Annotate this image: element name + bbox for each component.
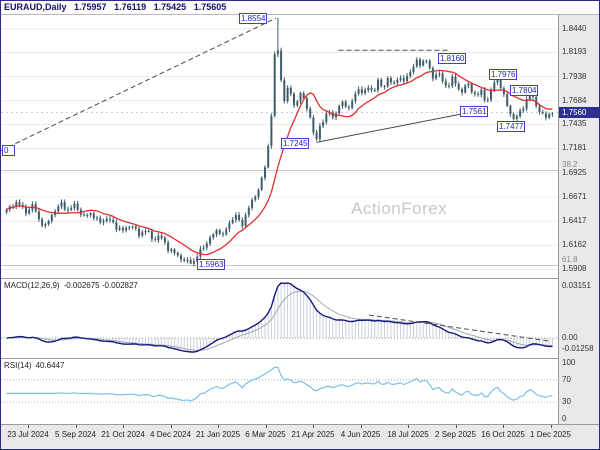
axis-label: 0.03151 <box>562 281 591 290</box>
axis-label: 1.7684 <box>562 95 587 105</box>
axis-label: 1.7435 <box>562 119 587 129</box>
date-label: 4 Jun 2025 <box>340 430 381 439</box>
price-axis[interactable]: 1.7560 1.8440 1.8193 1.7938 1.7684 1.7435 1.7… <box>558 15 599 424</box>
axis-label: 38.2 <box>562 160 578 170</box>
macd-title: MACD(12,26,9) -0.002675 -0.002827 <box>4 281 142 290</box>
time-axis[interactable]: 23 Jul 2024 5 Sep 2024 21 Oct 2024 4 Dec 20… <box>1 424 599 449</box>
axis-label: 1.8193 <box>562 47 587 57</box>
axis-tick <box>313 425 314 428</box>
axis-label: 1.7181 <box>562 143 587 153</box>
axis-label: 1.5908 <box>562 264 587 274</box>
macd-name: MACD(12,26,9) <box>4 281 60 290</box>
axis-tick <box>170 425 172 428</box>
axis-label: 100 <box>562 358 576 367</box>
current-price-tag: 1.7560 <box>559 107 599 118</box>
axis-label: 1.6671 <box>562 191 587 201</box>
date-label: 6 Mar 2025 <box>245 430 286 439</box>
axis-label: 1.6417 <box>562 216 587 226</box>
axis-label: 0 <box>562 414 567 423</box>
axis-tick <box>28 425 29 428</box>
axis-tick <box>75 425 77 428</box>
rsi-value: 40.6447 <box>35 361 65 370</box>
price-level-label[interactable]: 1.7245 <box>281 138 310 149</box>
price-level-label[interactable]: 0 <box>2 145 15 156</box>
ohlc-open: 1.75957 <box>74 2 107 12</box>
axis-tick <box>265 425 267 428</box>
macd-chart-canvas[interactable] <box>1 279 558 358</box>
axis-label: 61.8 <box>562 255 578 265</box>
axis-label: 1.8440 <box>562 23 587 33</box>
rsi-title: RSI(14) 40.6447 <box>4 361 68 370</box>
axis-label: 0.00 <box>562 333 578 343</box>
panel-separator[interactable] <box>1 278 599 279</box>
price-level-label[interactable]: 1.5963 <box>197 259 226 270</box>
price-level-label[interactable]: 1.8160 <box>438 53 467 64</box>
axis-tick <box>360 425 362 428</box>
axis-label: 1.7938 <box>562 71 587 81</box>
macd-values: -0.002675 -0.002827 <box>63 281 138 290</box>
price-chart-canvas[interactable] <box>1 15 558 278</box>
rsi-chart-canvas[interactable] <box>1 359 558 424</box>
price-level-label[interactable]: 1.7804 <box>510 85 539 96</box>
ohlc-close: 1.75605 <box>193 2 227 12</box>
date-label: 16 Oct 2025 <box>481 430 525 439</box>
axis-label: 30 <box>562 397 571 407</box>
price-level-label[interactable]: 1.8554 <box>239 13 268 24</box>
date-label: 21 Oct 2024 <box>101 430 145 439</box>
rsi-name: RSI(14) <box>4 361 32 370</box>
date-label: 18 Jul 2025 <box>387 430 429 439</box>
axis-tick <box>455 425 457 428</box>
date-label: 5 Sep 2024 <box>55 430 96 439</box>
axis-tick <box>123 425 124 428</box>
date-label: 4 Dec 2024 <box>150 430 191 439</box>
ohlc-high: 1.76119 <box>114 2 147 12</box>
date-label: 1 Dec 2025 <box>530 430 571 439</box>
price-level-label[interactable]: 1.7976 <box>489 69 518 80</box>
date-label: 2 Sep 2025 <box>435 430 476 439</box>
axis-tick <box>408 425 409 428</box>
price-level-label[interactable]: 1.7477 <box>497 121 526 132</box>
ohlc-low: 1.75425 <box>153 2 187 12</box>
watermark: ActionForex <box>351 199 448 218</box>
panel-separator[interactable] <box>1 358 599 359</box>
axis-label: 1.6162 <box>562 240 587 250</box>
price-level-label[interactable]: 1.7561 <box>460 106 489 117</box>
date-label: 21 Jan 2025 <box>195 430 241 439</box>
chart-title-bar: EURAUD,Daily 1.75957 1.76119 1.75425 1.7… <box>1 1 599 15</box>
axis-label: 1.6925 <box>562 167 587 177</box>
date-label: 21 Apr 2025 <box>291 430 335 439</box>
axis-tick <box>218 425 219 428</box>
date-label: 23 Jul 2024 <box>7 430 49 439</box>
axis-tick <box>550 425 552 428</box>
axis-label: 70 <box>562 374 571 384</box>
axis-label: -0.01258 <box>562 344 594 353</box>
axis-tick <box>503 425 504 428</box>
symbol-timeframe-label: EURAUD,Daily <box>4 2 67 12</box>
